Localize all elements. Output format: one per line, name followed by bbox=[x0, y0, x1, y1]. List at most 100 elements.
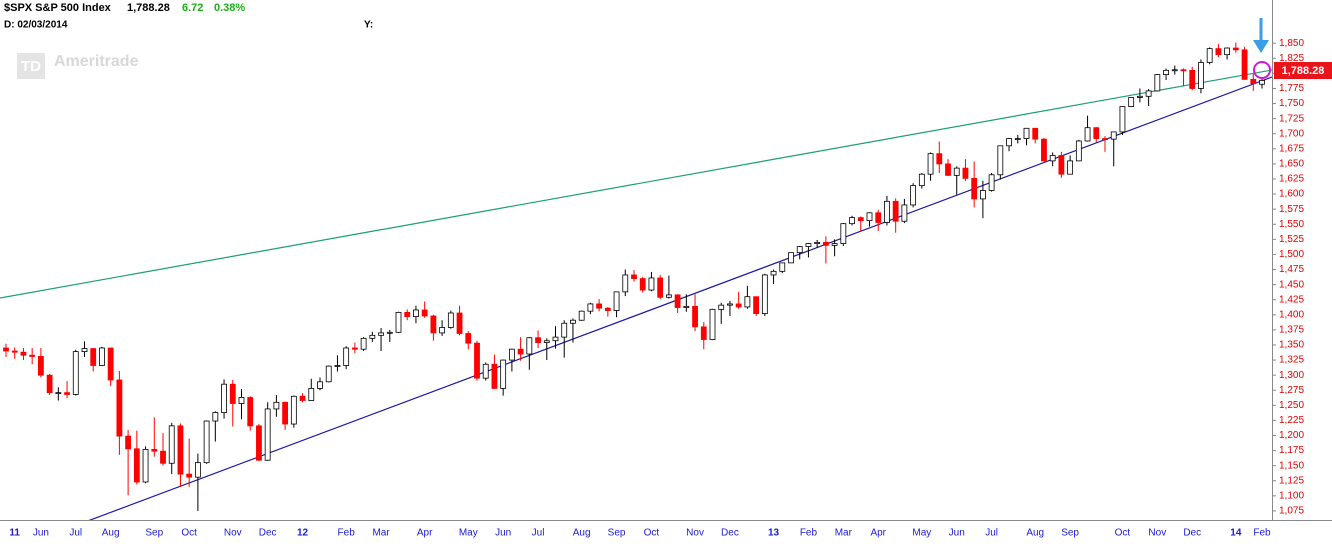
candle-body bbox=[796, 246, 803, 254]
y-tick-label: 1,575 bbox=[1279, 204, 1304, 215]
candle-body bbox=[988, 174, 995, 191]
date: D: 02/03/2014 bbox=[4, 20, 68, 31]
logo-box bbox=[17, 53, 45, 79]
y-tick-label: 1,400 bbox=[1279, 309, 1304, 320]
y-tick-label: 1,825 bbox=[1279, 53, 1304, 64]
candles bbox=[3, 42, 1265, 511]
candle-body bbox=[3, 347, 9, 352]
candle-body bbox=[55, 392, 62, 395]
candle-body bbox=[1075, 140, 1082, 162]
candle-body bbox=[718, 304, 725, 310]
candle-body bbox=[133, 448, 140, 483]
y-tick-label: 1,200 bbox=[1279, 430, 1304, 441]
candle-body bbox=[831, 243, 838, 246]
candle-body bbox=[229, 383, 236, 404]
x-tick-label: Oct bbox=[181, 528, 197, 539]
x-tick-label: Aug bbox=[573, 528, 591, 539]
candle-body bbox=[849, 217, 855, 225]
candle-body bbox=[971, 177, 978, 200]
candle-body bbox=[1163, 69, 1169, 75]
candle-body bbox=[526, 337, 533, 355]
candle-body bbox=[343, 347, 350, 366]
candle-body bbox=[936, 153, 943, 165]
candle-body bbox=[753, 296, 760, 314]
candle-body bbox=[37, 356, 44, 376]
candle-body bbox=[1128, 97, 1135, 107]
candle-body bbox=[587, 303, 594, 312]
candle-body bbox=[1102, 138, 1108, 140]
candle-body bbox=[308, 388, 315, 401]
candle-body bbox=[482, 363, 489, 379]
y-tick-label: 1,525 bbox=[1279, 234, 1304, 245]
x-tick-label: Apr bbox=[870, 528, 886, 539]
candle-body bbox=[64, 392, 70, 395]
candle-body bbox=[29, 354, 36, 357]
candle-body bbox=[90, 348, 97, 366]
candle-body bbox=[351, 347, 358, 350]
candle-body bbox=[177, 425, 184, 475]
candle-body bbox=[474, 342, 480, 379]
x-tick-label: Jun bbox=[33, 528, 49, 539]
price-tag bbox=[1274, 62, 1332, 79]
x-tick-label: Sep bbox=[608, 528, 626, 539]
y-tick-label: 1,425 bbox=[1279, 294, 1304, 305]
candle-body bbox=[761, 274, 768, 314]
candle-body bbox=[317, 381, 323, 389]
candle-body bbox=[1067, 160, 1074, 175]
candle-body bbox=[683, 305, 690, 308]
x-tick-label: Jul bbox=[69, 528, 82, 539]
arrow-head bbox=[1253, 40, 1269, 53]
candle-body bbox=[1049, 155, 1056, 162]
candle-body bbox=[1259, 80, 1265, 85]
candle-body bbox=[517, 348, 524, 355]
candle-body bbox=[404, 311, 411, 318]
candle-body bbox=[962, 167, 969, 179]
candle-body bbox=[604, 307, 611, 311]
y-tick-label: 1,375 bbox=[1279, 325, 1304, 336]
y-tick-label: 1,500 bbox=[1279, 249, 1304, 260]
x-tick-label: 13 bbox=[768, 528, 780, 539]
candle-body bbox=[360, 337, 367, 350]
candle-body bbox=[1119, 106, 1126, 133]
x-tick-label: 14 bbox=[1230, 528, 1242, 539]
x-tick-label: Aug bbox=[102, 528, 120, 539]
candle-body bbox=[953, 167, 960, 176]
x-tick-label: Nov bbox=[1148, 528, 1166, 539]
candle-body bbox=[186, 473, 193, 478]
candle-body bbox=[1171, 69, 1178, 72]
y-tick-label: 1,175 bbox=[1279, 445, 1304, 456]
candle-body bbox=[657, 277, 664, 298]
y-readout: Y: bbox=[364, 20, 373, 31]
candle-body bbox=[465, 333, 472, 344]
y-tick-label: 1,325 bbox=[1279, 355, 1304, 366]
logo: TD bbox=[21, 58, 41, 75]
candle-body bbox=[1136, 95, 1143, 98]
symbol: $SPX S&P 500 Index bbox=[4, 2, 112, 14]
candle-body bbox=[1084, 127, 1091, 142]
candle-body bbox=[709, 308, 716, 340]
y-tick-label: 1,625 bbox=[1279, 174, 1304, 185]
candle-body bbox=[500, 359, 507, 389]
candle-body bbox=[788, 252, 794, 264]
candle-body bbox=[570, 319, 576, 324]
y-tick-label: 1,150 bbox=[1279, 460, 1304, 471]
candle-body bbox=[247, 397, 254, 427]
candle-body bbox=[369, 334, 376, 339]
candle-body bbox=[325, 365, 332, 383]
candle-body bbox=[648, 277, 655, 291]
x-tick-label: Feb bbox=[1253, 528, 1271, 539]
candle-body bbox=[107, 347, 114, 381]
candle-body bbox=[430, 315, 437, 334]
arrow bbox=[1253, 18, 1269, 53]
candle-body bbox=[116, 379, 123, 437]
candle-body bbox=[639, 278, 646, 291]
x-tick-label: 12 bbox=[297, 528, 309, 539]
candle-body bbox=[700, 326, 707, 340]
candle-body bbox=[1041, 138, 1047, 162]
candle-body bbox=[613, 291, 620, 311]
candle-body bbox=[578, 310, 585, 321]
x-tick-label: May bbox=[459, 528, 478, 539]
candle-body bbox=[1032, 127, 1039, 140]
x-tick-label: Dec bbox=[259, 528, 277, 539]
candle-body bbox=[744, 296, 751, 308]
